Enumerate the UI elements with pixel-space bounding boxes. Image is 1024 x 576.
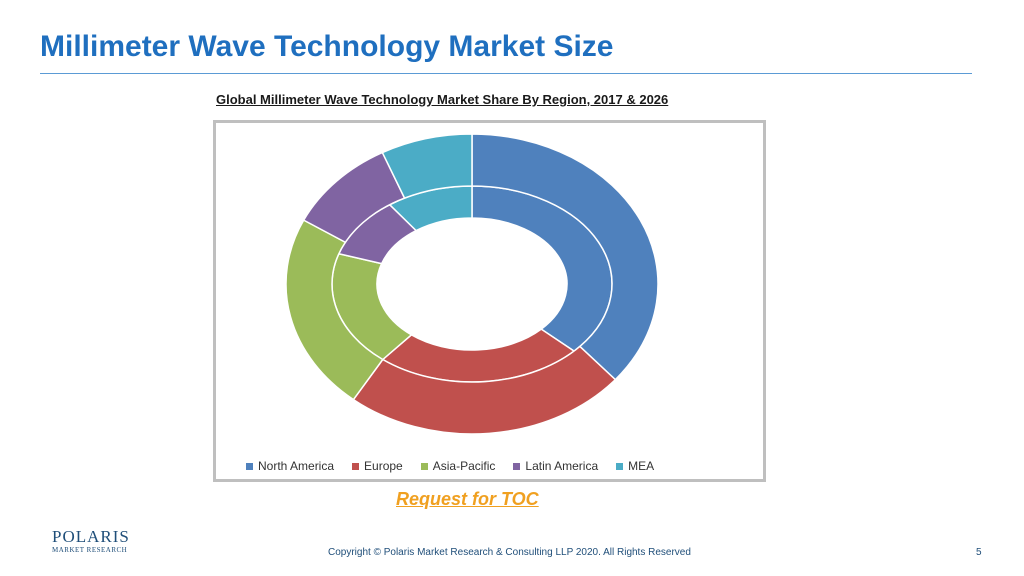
donut-chart [285,133,659,435]
legend-label: Europe [364,459,403,473]
legend-label: North America [258,459,335,473]
legend-item: MEA [616,459,654,473]
legend-swatch [616,462,624,470]
legend-swatch [420,462,428,470]
chart-title: Global Millimeter Wave Technology Market… [216,92,669,107]
polaris-logo: POLARIS MARKET RESEARCH [52,527,132,555]
legend-swatch [246,462,253,470]
legend-item: Europe [352,459,403,473]
title-divider [40,73,972,74]
legend-swatch [513,462,521,470]
legend-item: Asia-Pacific [420,459,496,473]
donut-slice-outer-north-america [471,133,659,381]
legend-swatch [352,462,360,470]
legend-label: MEA [628,459,655,473]
chart-frame: North America Europe Asia-Pacific Latin Ame… [213,120,766,482]
legend-item: Latin America [513,459,598,473]
copyright-text: Copyright © Polaris Market Research & Co… [328,547,691,558]
logo-subtitle: MARKET RESEARCH [52,546,128,554]
slide-title: Millimeter Wave Technology Market Size [40,30,614,63]
legend-label: Latin America [525,459,599,473]
legend-item: North America [246,459,334,473]
donut-slice-outer-mea [381,133,473,200]
chart-legend: North America Europe Asia-Pacific Latin Ame… [246,459,654,473]
page-number: 5 [976,547,982,558]
logo-name: POLARIS [52,527,130,546]
request-toc-link[interactable]: Request for TOC [396,489,539,509]
legend-label: Asia-Pacific [432,459,496,473]
